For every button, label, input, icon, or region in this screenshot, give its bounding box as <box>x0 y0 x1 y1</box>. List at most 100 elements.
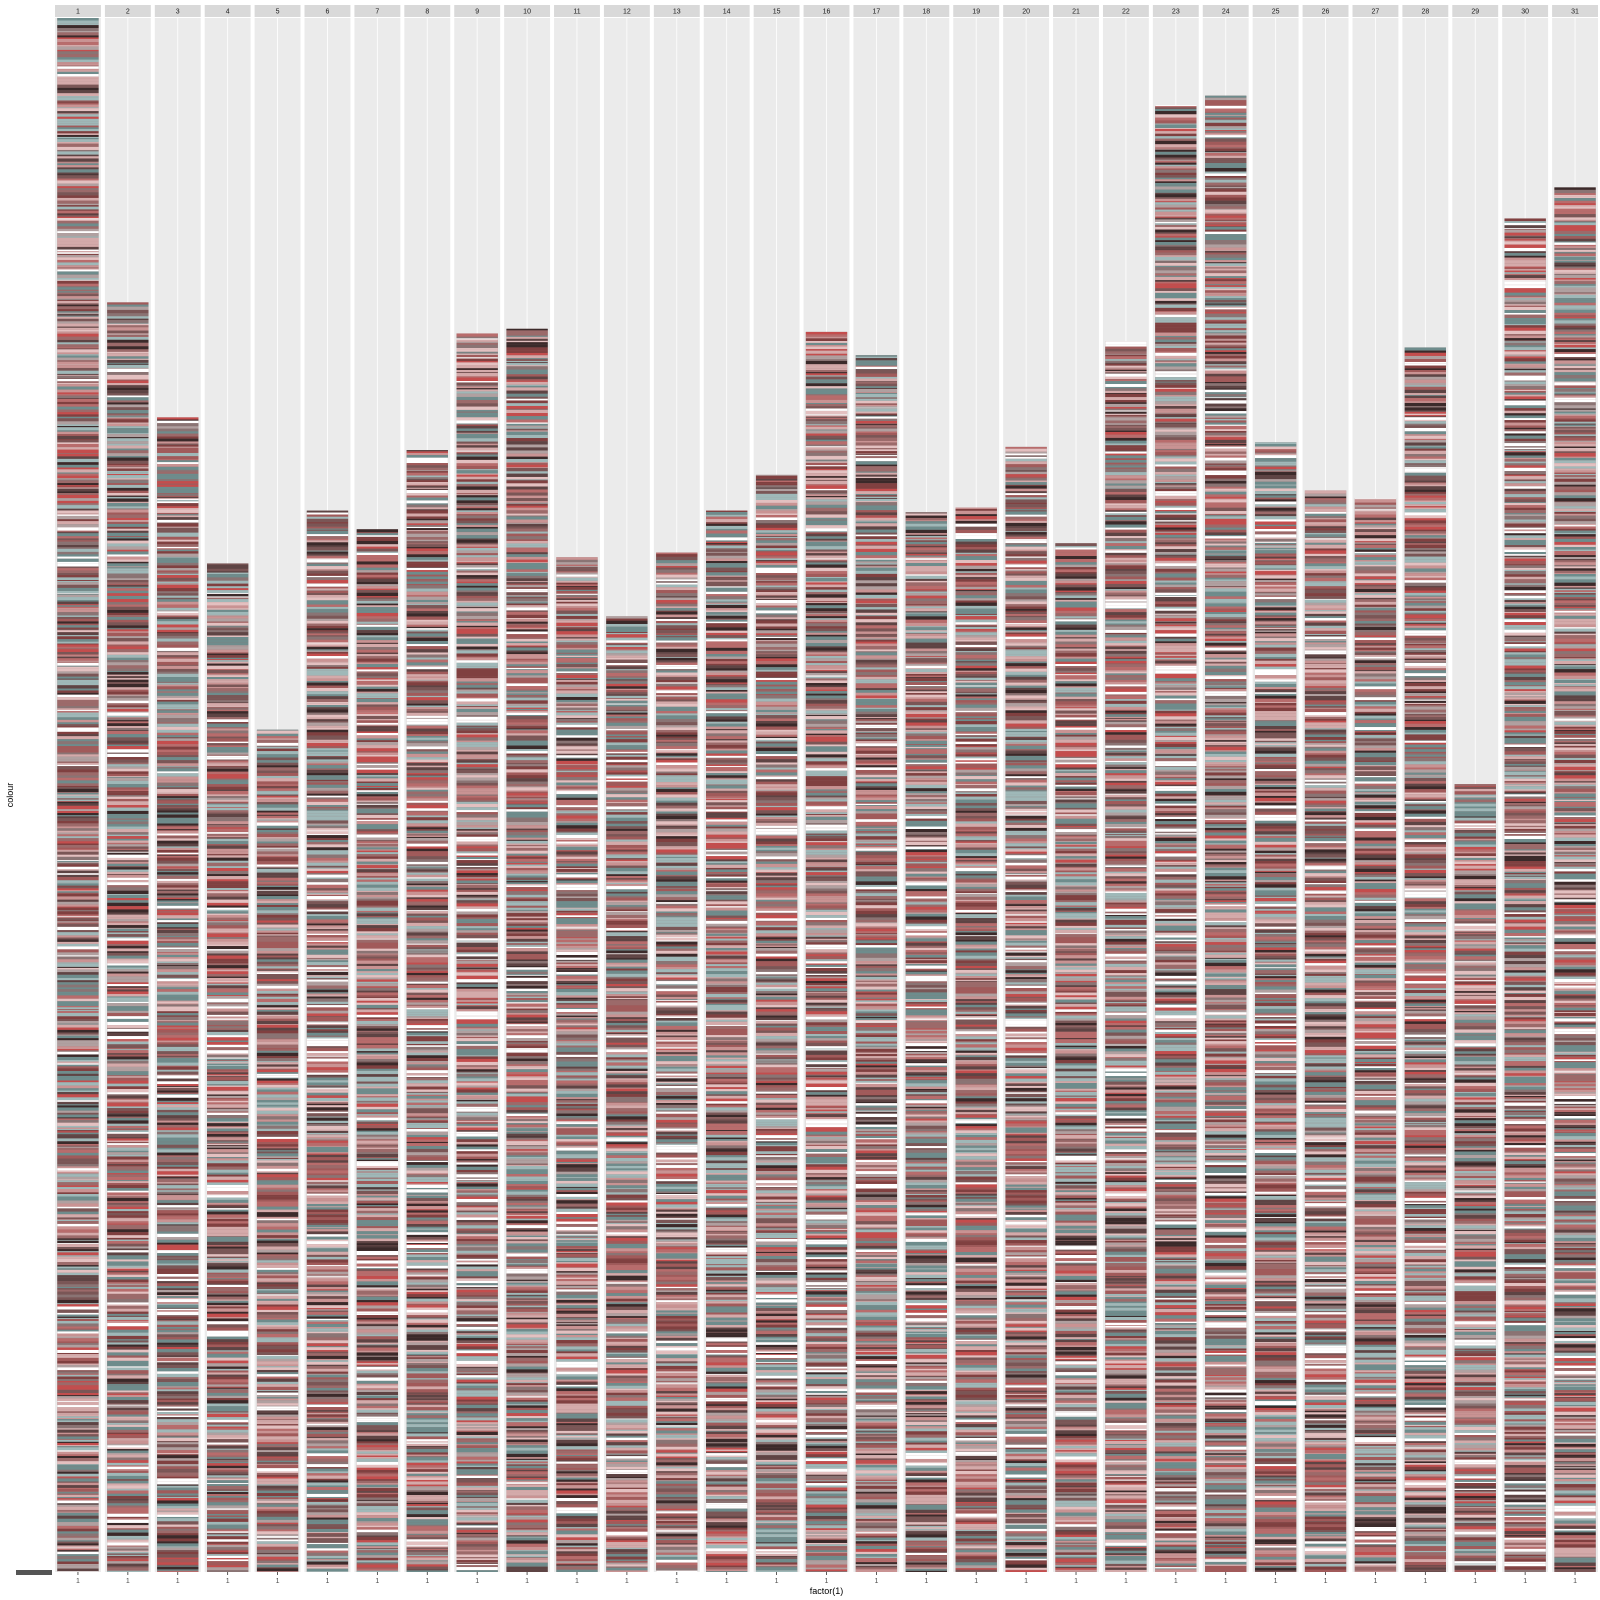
bar-segment <box>256 1004 299 1006</box>
bar-segment <box>406 1524 448 1527</box>
bar-segment <box>207 931 249 933</box>
bar-segment <box>456 762 498 765</box>
bar-segment <box>256 1295 299 1299</box>
bar-segment <box>57 1112 99 1115</box>
bar-segment <box>306 1564 349 1567</box>
bar-segment <box>107 588 149 591</box>
bar-segment <box>306 1526 349 1528</box>
bar-segment <box>406 1340 448 1343</box>
bar-segment <box>107 1553 149 1555</box>
bar-segment <box>57 630 99 633</box>
bar-segment <box>456 1141 498 1145</box>
bar-segment <box>306 1181 349 1184</box>
bar-segment <box>356 1439 399 1442</box>
bar-segment <box>406 1226 448 1229</box>
bar-segment <box>456 1066 498 1070</box>
bar-segment <box>406 895 448 898</box>
bar-segment <box>107 1012 149 1017</box>
bar-segment <box>207 1143 249 1146</box>
bar-segment <box>57 1256 99 1259</box>
bar-segment <box>256 730 299 734</box>
bar-segment <box>256 770 299 773</box>
bar-segment <box>107 615 149 617</box>
bar-segment <box>356 1172 399 1175</box>
bar-segment <box>57 1446 99 1448</box>
bar-segment <box>256 1282 299 1285</box>
bar-segment <box>456 1452 498 1454</box>
bar-segment <box>57 616 99 619</box>
bar-segment <box>107 343 149 347</box>
bar-segment <box>57 763 99 765</box>
bar-segment <box>456 1404 498 1409</box>
bar-segment <box>306 1528 349 1533</box>
bar-segment <box>456 1313 498 1315</box>
bar-segment <box>207 1570 249 1572</box>
bar-segment <box>406 1499 448 1501</box>
bar-segment <box>456 1270 498 1272</box>
bar-segment <box>356 711 399 713</box>
bar-segment <box>456 1403 498 1405</box>
bar-segment <box>107 1517 149 1519</box>
bar-segment <box>57 456 99 459</box>
bar-segment <box>456 1307 498 1311</box>
bar-segment <box>57 775 99 778</box>
bar-segment <box>456 1117 498 1121</box>
bar-segment <box>107 1221 149 1224</box>
bar-segment <box>356 810 399 814</box>
bar-segment <box>207 988 249 990</box>
bar-segment <box>57 665 99 667</box>
bar-segment <box>57 125 99 128</box>
bar-segment <box>306 989 349 993</box>
bar-segment <box>157 1120 199 1123</box>
bar-segment <box>107 638 149 642</box>
bar-segment <box>356 856 399 859</box>
bar-segment <box>456 1280 498 1284</box>
bar-segment <box>157 533 199 537</box>
bar-segment <box>306 1561 349 1565</box>
bar-segment <box>207 1080 249 1082</box>
bar-segment <box>57 777 99 781</box>
bar-segment <box>256 851 299 855</box>
bar-segment <box>157 1330 199 1333</box>
bar-segment <box>306 1173 349 1176</box>
bar-segment <box>406 518 448 521</box>
bar-segment <box>57 1077 99 1081</box>
bar-segment <box>57 374 99 376</box>
bar-segment <box>306 1396 349 1399</box>
bar-segment <box>207 866 249 868</box>
bar-segment <box>57 133 99 136</box>
bar-segment <box>256 1181 299 1185</box>
bar-segment <box>157 1524 199 1527</box>
bar-segment <box>306 771 349 774</box>
bar-segment <box>306 1360 349 1362</box>
bar-segment <box>107 422 149 424</box>
bar-segment <box>456 1257 498 1259</box>
bar-segment <box>406 817 448 821</box>
bar-segment <box>157 1044 199 1047</box>
bar-segment <box>157 817 199 821</box>
bar-segment <box>306 1330 349 1332</box>
bar-segment <box>406 762 448 764</box>
bar-segment <box>306 691 349 695</box>
bar-segment <box>157 1281 199 1284</box>
bar-segment <box>207 1294 249 1297</box>
bar-segment <box>306 1377 349 1380</box>
bar-segment <box>107 1529 149 1533</box>
bar-segment <box>157 1177 199 1179</box>
bar-segment <box>306 787 349 790</box>
bar-segment <box>456 1289 498 1293</box>
bar-segment <box>57 1249 99 1252</box>
bar-segment <box>356 1453 399 1456</box>
bar-segment <box>57 628 99 631</box>
bar-segment <box>406 1510 448 1513</box>
bar-segment <box>356 702 399 705</box>
bar-segment <box>356 1449 399 1451</box>
bar-segment <box>456 848 498 852</box>
bar-segment <box>406 885 448 887</box>
bar-segment <box>456 581 498 584</box>
bar-segment <box>157 1060 199 1063</box>
bar-segment <box>356 621 399 624</box>
bar-segment <box>256 1386 299 1391</box>
bar-segment <box>107 1053 149 1055</box>
bar-segment <box>256 1369 299 1373</box>
